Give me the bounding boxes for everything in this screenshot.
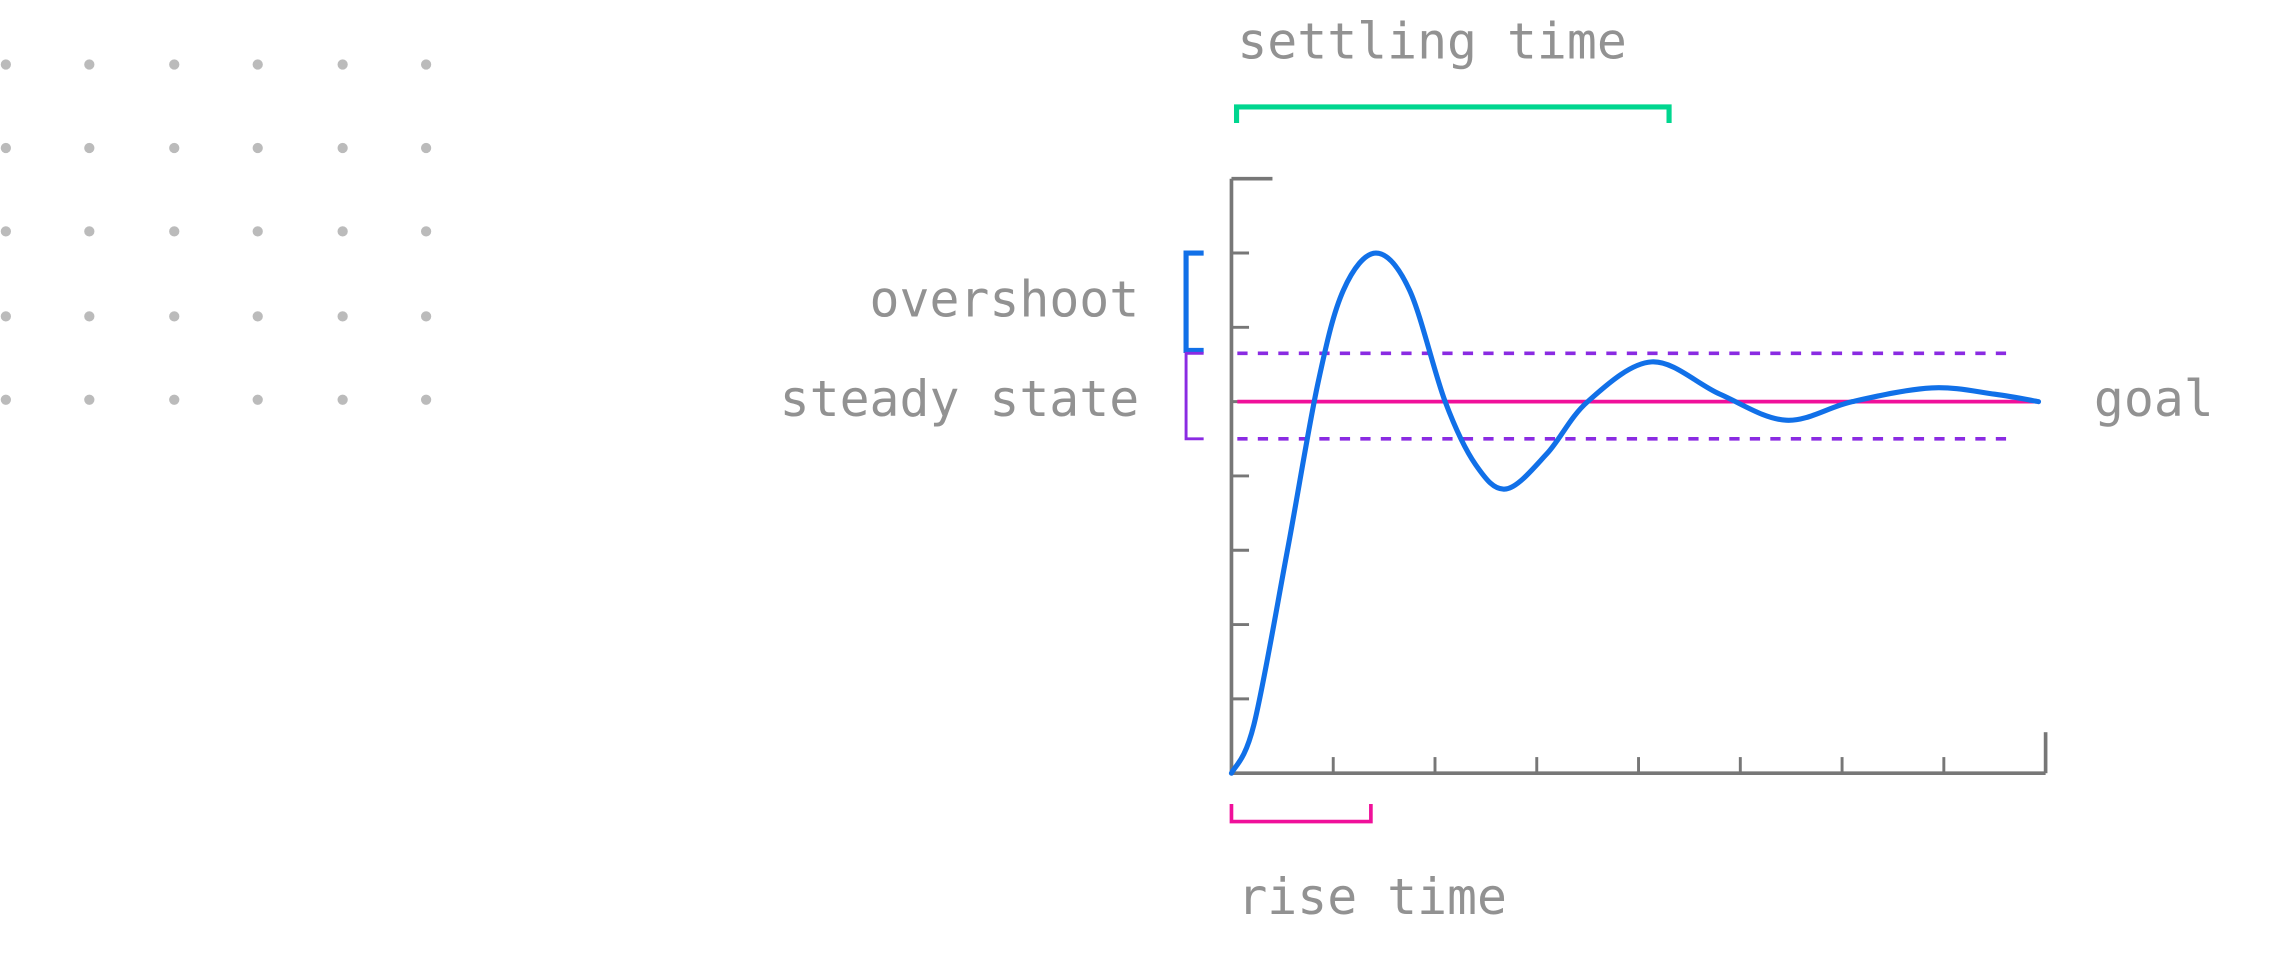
dot <box>337 226 348 237</box>
dot <box>0 59 11 70</box>
dot <box>337 59 348 70</box>
dot <box>420 394 432 405</box>
dot <box>169 394 180 405</box>
dot <box>169 226 180 237</box>
dot <box>0 142 11 154</box>
rise-time-label: rise time <box>1237 868 1507 926</box>
steady-state-label: steady state <box>780 370 1140 428</box>
dot <box>169 59 180 70</box>
dot <box>84 142 95 154</box>
dot <box>84 311 95 322</box>
dot <box>252 394 263 405</box>
dot <box>169 142 180 154</box>
overshoot-label: overshoot <box>870 270 1140 328</box>
dot <box>252 311 263 322</box>
settling-time-bracket <box>1233 104 1672 124</box>
dot <box>84 59 95 70</box>
response-curve <box>1228 250 2042 776</box>
goal-label: goal <box>2094 370 2214 428</box>
dot <box>337 142 348 154</box>
dot <box>0 311 11 322</box>
dot <box>420 311 432 322</box>
axes <box>1229 176 2048 776</box>
dot <box>0 394 11 405</box>
dot <box>420 59 432 70</box>
dot <box>252 142 263 154</box>
dot <box>84 394 95 405</box>
dot <box>337 311 348 322</box>
dot <box>84 226 95 237</box>
dot <box>169 311 180 322</box>
dot <box>252 59 263 70</box>
dot <box>420 142 432 154</box>
dot <box>337 394 348 405</box>
settling-time-label: settling time <box>1237 13 1627 71</box>
steady-state-bracket <box>1184 351 1204 441</box>
rise-time-bracket <box>1229 803 1373 824</box>
overshoot-bracket <box>1183 250 1204 353</box>
dot-grid-decoration <box>0 59 432 405</box>
dot <box>0 226 11 237</box>
dot <box>252 226 263 237</box>
dot <box>420 226 432 237</box>
